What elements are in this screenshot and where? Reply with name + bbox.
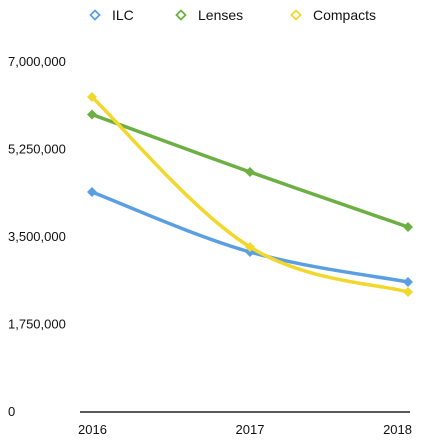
y-tick-label: 5,250,000 bbox=[8, 142, 66, 157]
data-point bbox=[403, 277, 413, 287]
legend-item-lenses[interactable]: Lenses bbox=[175, 7, 244, 23]
y-tick-label: 3,500,000 bbox=[8, 229, 66, 244]
series-ilc bbox=[87, 187, 413, 287]
legend-label: ILC bbox=[112, 7, 134, 23]
x-tick-label: 2017 bbox=[236, 422, 265, 437]
x-tick-label: 2016 bbox=[78, 422, 107, 437]
data-point bbox=[87, 187, 97, 197]
data-point bbox=[87, 109, 97, 120]
legend-item-ilc[interactable]: ILC bbox=[89, 7, 134, 23]
series-layer bbox=[87, 92, 413, 297]
data-point bbox=[87, 92, 97, 102]
y-axis: 0 1,750,000 3,500,000 5,250,000 7,000,000 bbox=[8, 54, 66, 419]
legend-label: Compacts bbox=[313, 7, 376, 23]
y-tick-label: 0 bbox=[8, 404, 15, 419]
series-line bbox=[90, 190, 410, 284]
legend-label: Lenses bbox=[198, 7, 243, 23]
data-point bbox=[245, 167, 255, 177]
diamond-icon bbox=[175, 9, 187, 21]
x-axis: 2016 2017 2018 bbox=[78, 411, 412, 437]
diamond-icon bbox=[89, 9, 101, 21]
series-compacts bbox=[87, 92, 413, 297]
data-point bbox=[403, 222, 413, 232]
legend-item-compacts[interactable]: Compacts bbox=[290, 7, 377, 23]
y-tick-label: 7,000,000 bbox=[8, 54, 66, 69]
diamond-icon bbox=[290, 9, 302, 21]
x-tick-label: 2018 bbox=[383, 422, 412, 437]
data-point bbox=[245, 242, 255, 252]
y-tick-label: 1,750,000 bbox=[8, 317, 66, 332]
series-lenses bbox=[87, 109, 413, 232]
data-point bbox=[403, 287, 413, 297]
chart-legend: ILC Lenses Compacts bbox=[89, 7, 377, 23]
series-line bbox=[90, 95, 410, 294]
